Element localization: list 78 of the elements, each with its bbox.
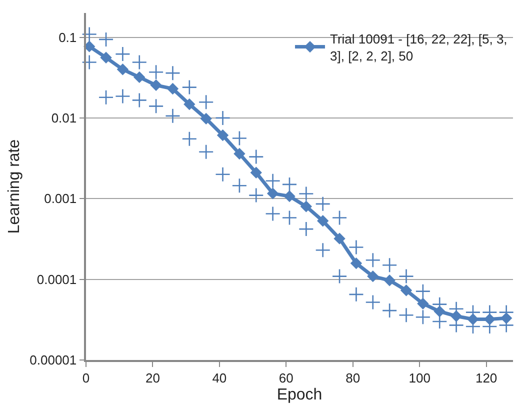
y-tick-label: 0.001 <box>44 191 77 206</box>
point <box>82 26 97 42</box>
point <box>184 98 196 110</box>
point <box>382 302 398 318</box>
point <box>115 46 130 62</box>
point <box>348 240 364 255</box>
point <box>398 307 414 323</box>
y-tick-label: 0.01 <box>51 110 77 126</box>
point <box>215 166 230 182</box>
point <box>284 190 296 202</box>
x-axis-title: Epoch <box>276 386 322 404</box>
point <box>166 82 179 95</box>
point <box>182 131 198 147</box>
point <box>98 90 114 106</box>
point <box>384 274 396 286</box>
point <box>334 232 346 244</box>
point <box>216 129 229 142</box>
point <box>298 186 314 202</box>
point <box>232 130 248 146</box>
x-tick-label: 120 <box>475 370 498 386</box>
point <box>198 94 214 110</box>
point <box>265 206 280 222</box>
point <box>282 176 298 192</box>
point <box>400 284 412 296</box>
point <box>83 40 96 52</box>
point <box>115 88 130 104</box>
point <box>248 188 264 203</box>
y-tick-label: 0.1 <box>58 30 77 45</box>
point <box>116 64 129 76</box>
y-axis-title: Learning rate <box>6 139 24 234</box>
point <box>415 284 431 299</box>
point <box>398 268 414 284</box>
x-tick-label: 20 <box>145 370 160 386</box>
point <box>315 242 330 258</box>
point <box>417 298 429 310</box>
point <box>150 79 162 92</box>
point <box>350 257 362 270</box>
point <box>182 80 198 95</box>
x-tick-label: 0 <box>82 370 90 386</box>
point <box>348 286 364 302</box>
x-tick-label: 100 <box>408 370 430 386</box>
point <box>165 65 180 81</box>
y-tick-label: 0.00001 <box>30 352 77 368</box>
point <box>132 92 148 108</box>
point <box>282 210 298 226</box>
point <box>317 215 329 227</box>
point <box>132 54 148 70</box>
point <box>415 309 431 325</box>
point <box>248 149 264 164</box>
point <box>200 112 212 125</box>
point <box>266 188 279 200</box>
x-tick-label: 40 <box>212 370 227 386</box>
y-tick-label: 0.0001 <box>36 272 77 287</box>
point <box>250 166 262 178</box>
point <box>100 52 112 64</box>
legend-label: Trial 10091 - [16, 22, 22], [5, 3, 3], [2, 2, 2], 50 <box>330 31 508 64</box>
point <box>232 178 248 194</box>
point <box>148 98 164 114</box>
point <box>265 173 280 189</box>
point <box>165 108 180 124</box>
point <box>134 71 146 84</box>
point <box>365 294 381 310</box>
point <box>298 221 314 237</box>
point <box>315 196 330 212</box>
point <box>300 200 312 212</box>
point <box>332 268 348 284</box>
point <box>382 257 398 273</box>
point <box>198 144 214 160</box>
point <box>82 54 97 70</box>
point <box>367 270 379 282</box>
point <box>234 148 246 160</box>
x-tick-label: 60 <box>278 370 294 386</box>
point <box>148 64 164 80</box>
point <box>98 32 114 48</box>
point <box>332 210 348 226</box>
point <box>365 252 381 268</box>
x-tick-label: 80 <box>346 370 360 386</box>
point <box>215 110 230 126</box>
